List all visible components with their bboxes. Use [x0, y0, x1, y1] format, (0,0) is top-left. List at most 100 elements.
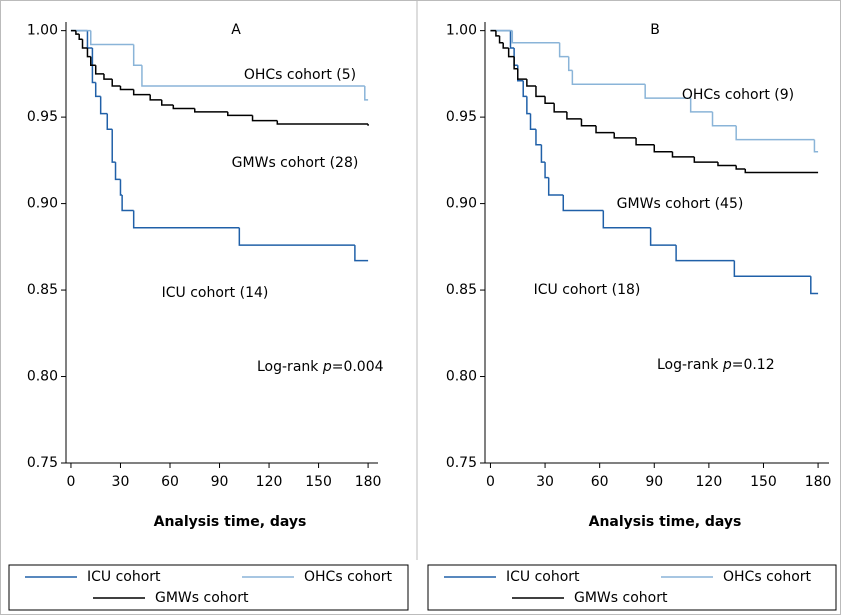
km-step [711, 111, 737, 127]
y-tick-label: 0.80 [446, 369, 477, 385]
km-step [502, 42, 509, 49]
curve-annotation: GMWs cohort (45) [617, 196, 744, 212]
km-step [94, 65, 104, 75]
km-step [671, 151, 695, 158]
y-tick-label: 0.80 [27, 369, 58, 385]
km-step [571, 70, 646, 86]
log-rank-part: =0.004 [332, 359, 384, 375]
km-step [194, 108, 228, 113]
km-step [635, 137, 655, 146]
y-tick-label: 0.90 [446, 196, 477, 212]
km-step [90, 30, 134, 46]
y-tick-label: 0.85 [446, 282, 477, 298]
log-rank-note: Log-rank p=0.004 [257, 359, 384, 375]
legend-label: GMWs cohort [155, 590, 249, 606]
curve-annotation: GMWs cohort (28) [232, 155, 359, 171]
km-step [517, 68, 527, 80]
km-step [149, 94, 162, 101]
x-tick-label: 180 [805, 474, 832, 490]
x-tick-label: 0 [66, 474, 75, 490]
km-step [111, 79, 121, 87]
km-step [276, 120, 369, 125]
km-step [566, 111, 582, 120]
curve-annotation: OHCs cohort (5) [244, 67, 356, 83]
km-step [507, 47, 515, 58]
km-step [513, 56, 518, 70]
km-step [744, 169, 819, 174]
x-axis-label: Analysis time, days [154, 514, 307, 530]
x-axis-label: Analysis time, days [589, 514, 742, 530]
km-step [526, 79, 536, 87]
x-tick-label: 60 [161, 474, 179, 490]
km-step [132, 210, 240, 229]
legend-box [427, 564, 837, 611]
km-step [813, 139, 819, 153]
log-rank-part: Log-rank [657, 357, 723, 373]
km-step [511, 30, 560, 44]
y-tick-label: 0.95 [27, 109, 58, 125]
km-step [119, 179, 123, 196]
km-step [119, 85, 134, 91]
km-step [693, 156, 718, 163]
legend-box [8, 564, 409, 611]
x-tick-label: 180 [355, 474, 382, 490]
log-rank-part: p [322, 359, 332, 375]
km-step [535, 129, 542, 146]
km-step [562, 194, 604, 212]
log-rank-note: Log-rank p=0.12 [657, 357, 775, 373]
km-step [160, 99, 174, 106]
x-tick-label: 120 [256, 474, 283, 490]
y-tick-label: 0.90 [27, 196, 58, 212]
km-step [86, 47, 91, 58]
km-step [675, 245, 735, 262]
km-step [364, 85, 369, 101]
log-rank-part: =0.12 [732, 357, 775, 373]
km-step [522, 80, 527, 98]
km-step [81, 39, 88, 49]
km-step [227, 111, 253, 117]
legend-label: OHCs cohort [304, 569, 393, 585]
km-step [103, 73, 113, 80]
km-step [644, 84, 691, 99]
km-step [495, 30, 500, 37]
curve-annotation: ICU cohort (14) [162, 285, 269, 301]
km-step [90, 56, 96, 66]
x-tick-label: 60 [591, 474, 609, 490]
km-step [717, 162, 737, 167]
km-step [106, 113, 113, 130]
km-step [567, 56, 573, 72]
km-step [735, 125, 815, 141]
km-step [94, 82, 101, 98]
km-step [114, 162, 121, 181]
x-tick-label: 150 [305, 474, 332, 490]
km-step [649, 227, 677, 246]
km-step [558, 42, 569, 58]
panel-title: A [231, 22, 241, 38]
km-step [172, 105, 195, 110]
km-step [733, 260, 811, 277]
y-tick-label: 0.75 [27, 455, 58, 471]
y-tick-label: 1.00 [446, 23, 477, 39]
km-step [544, 96, 555, 105]
km-step [132, 44, 142, 66]
y-tick-label: 0.95 [446, 109, 477, 125]
km-step [132, 89, 151, 96]
y-tick-label: 0.85 [27, 282, 58, 298]
km-step [653, 144, 673, 153]
km-step [238, 227, 355, 246]
km-step [111, 129, 116, 163]
km-step [121, 194, 134, 212]
x-tick-label: 30 [112, 474, 130, 490]
km-step [613, 132, 637, 139]
km-step [689, 98, 713, 113]
km-step [99, 96, 108, 115]
km-step [75, 30, 80, 35]
km-step [498, 35, 504, 44]
km-step [354, 245, 369, 262]
km-step [509, 30, 515, 49]
km-step [535, 85, 546, 98]
km-step [141, 65, 365, 87]
km-step [595, 125, 615, 134]
km-step [526, 96, 531, 115]
